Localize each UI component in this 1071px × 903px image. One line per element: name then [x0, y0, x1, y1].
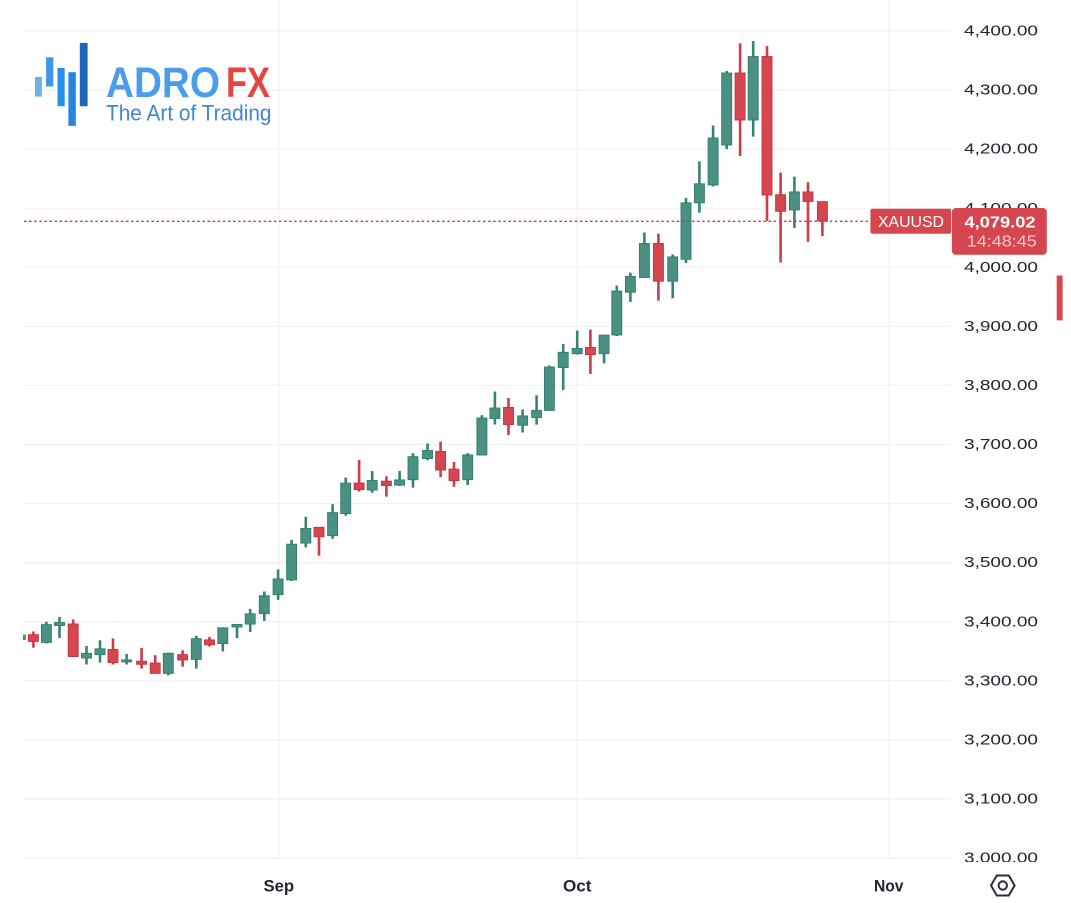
svg-text:3,900.00: 3,900.00 — [964, 318, 1038, 335]
svg-text:The Art of Trading: The Art of Trading — [106, 101, 272, 126]
svg-text:4,079.02: 4,079.02 — [965, 214, 1036, 231]
svg-text:4,400.00: 4,400.00 — [964, 23, 1038, 40]
svg-text:3,800.00: 3,800.00 — [964, 377, 1038, 394]
svg-text:Sep: Sep — [264, 876, 295, 895]
svg-text:4,300.00: 4,300.00 — [964, 82, 1038, 99]
svg-text:4,000.00: 4,000.00 — [964, 259, 1038, 276]
svg-text:XAUUSD: XAUUSD — [878, 214, 944, 231]
svg-text:4,200.00: 4,200.00 — [964, 141, 1038, 158]
svg-text:3,200.00: 3,200.00 — [964, 731, 1038, 748]
svg-text:3,100.00: 3,100.00 — [964, 791, 1038, 808]
svg-text:Oct: Oct — [563, 876, 592, 895]
svg-text:3,300.00: 3,300.00 — [964, 672, 1038, 689]
svg-text:Nov: Nov — [874, 876, 904, 895]
svg-text:3,700.00: 3,700.00 — [964, 436, 1038, 453]
svg-text:3,600.00: 3,600.00 — [964, 495, 1038, 512]
svg-text:3,500.00: 3,500.00 — [964, 554, 1038, 571]
svg-text:3,400.00: 3,400.00 — [964, 613, 1038, 630]
svg-text:ADRO: ADRO — [106, 60, 220, 107]
svg-text:14:48:45: 14:48:45 — [967, 234, 1037, 251]
svg-text:3,000.00: 3,000.00 — [964, 850, 1038, 867]
svg-text:FX: FX — [226, 60, 270, 107]
